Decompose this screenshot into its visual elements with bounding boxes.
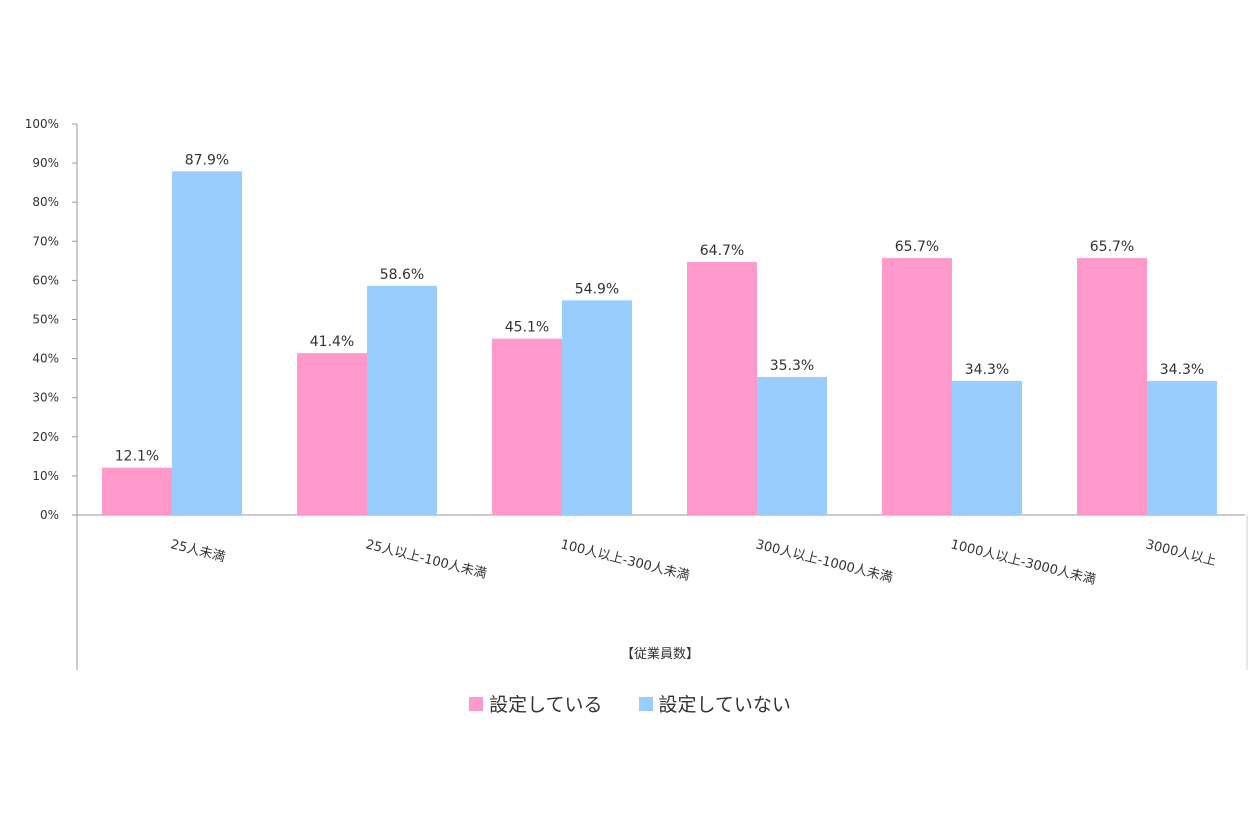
bar-series-1 (882, 258, 952, 515)
data-label: 12.1% (115, 449, 159, 465)
legend-label-series-2: 設定していない (658, 694, 791, 716)
x-tick-label: 1000人以上-3000人未満 (949, 537, 1097, 588)
y-tick-label: 60% (32, 273, 59, 287)
x-tick-label: 100人以上-300人未満 (559, 537, 691, 584)
data-label: 65.7% (895, 239, 939, 255)
bar-series-2 (1147, 380, 1217, 515)
legend-swatch-series-2 (638, 696, 653, 711)
bar-series-1 (492, 338, 562, 515)
y-tick-label: 50% (32, 313, 59, 327)
y-tick-label: 70% (32, 234, 59, 248)
x-tick-label: 300人以上-1000人未満 (754, 537, 894, 586)
bar-series-1 (102, 467, 172, 515)
bar-series-2 (562, 300, 632, 515)
y-tick-label: 20% (32, 430, 59, 444)
x-axis-tick-labels: 25人未満 25人以上-100人未満 100人以上-300人未満 300人以上-100… (169, 537, 1218, 588)
data-label: 34.3% (1160, 362, 1204, 378)
x-tick-label: 25人以上-100人未満 (364, 537, 488, 582)
y-tick-label: 30% (32, 391, 59, 405)
y-tick-label: 10% (32, 469, 59, 483)
bar-series-1 (1077, 258, 1147, 515)
data-label: 64.7% (700, 243, 744, 259)
legend-item-series-2: 設定していない (638, 690, 791, 717)
data-labels: 12.1% 87.9% 41.4% 58.6% 45.1% 54.9% 64.7% 35.3%… (115, 152, 1204, 464)
y-tick-label: 40% (32, 352, 59, 366)
y-tick-label: 100% (25, 117, 59, 131)
x-tick-label: 25人未満 (169, 537, 227, 565)
data-label: 35.3% (770, 358, 814, 374)
x-axis-title: 【従業員数】 (621, 646, 699, 662)
bar-series-1 (687, 262, 757, 515)
legend-swatch-series-1 (469, 696, 484, 711)
chart-legend: 設定している 設定していない (0, 690, 1260, 717)
y-tick-label: 80% (32, 195, 59, 209)
data-label: 34.3% (965, 362, 1009, 378)
bar-series-2 (757, 376, 827, 515)
y-tick-label: 90% (32, 156, 59, 170)
y-axis-ticks: 0% 10% 20% 30% 40% 50% 60% 70% 80% 90% 100% (25, 117, 77, 522)
data-label: 65.7% (1090, 239, 1134, 255)
y-tick-label: 0% (40, 508, 59, 522)
x-tick-label: 3000人以上 (1144, 537, 1218, 569)
chart-axes (76, 124, 1248, 670)
data-label: 87.9% (185, 152, 229, 168)
data-label: 58.6% (380, 267, 424, 283)
data-label: 41.4% (310, 334, 354, 350)
legend-item-series-1: 設定している (469, 690, 603, 717)
bar-series-1 (297, 353, 367, 515)
bar-series-2 (367, 285, 437, 515)
legend-label-series-1: 設定している (489, 694, 603, 716)
data-label: 45.1% (505, 320, 549, 336)
data-label: 54.9% (575, 281, 619, 297)
bar-series-2 (952, 380, 1022, 515)
chart-bars (102, 171, 1217, 515)
bar-series-2 (172, 171, 242, 515)
